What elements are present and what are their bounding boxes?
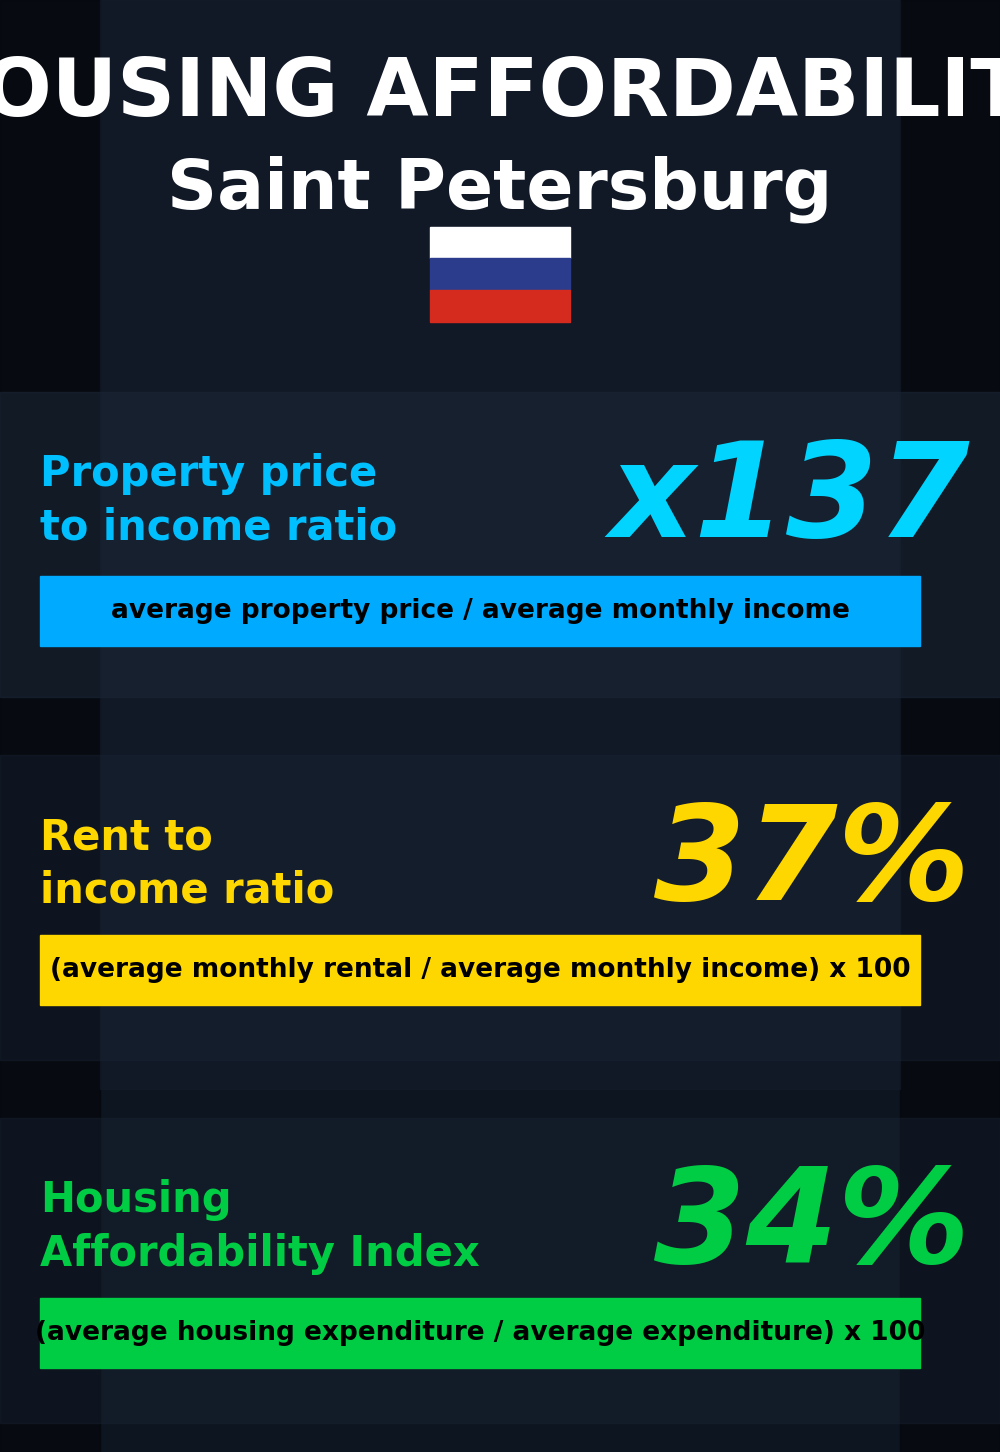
Bar <box>40 1298 920 1368</box>
Text: (average monthly rental / average monthly income) x 100: (average monthly rental / average monthl… <box>50 957 910 983</box>
Text: Saint Petersburg: Saint Petersburg <box>167 155 833 222</box>
Bar <box>0 755 1000 1060</box>
Text: (average housing expenditure / average expenditure) x 100: (average housing expenditure / average e… <box>35 1320 925 1346</box>
Bar <box>40 576 920 646</box>
Text: x137: x137 <box>609 437 970 565</box>
Text: average property price / average monthly income: average property price / average monthly… <box>111 598 849 624</box>
Text: HOUSING AFFORDABILITY: HOUSING AFFORDABILITY <box>0 55 1000 134</box>
Text: Property price
to income ratio: Property price to income ratio <box>40 453 397 549</box>
Text: 37%: 37% <box>654 800 970 928</box>
Bar <box>100 0 900 1089</box>
Bar <box>0 392 1000 697</box>
Text: 34%: 34% <box>654 1163 970 1291</box>
Text: Rent to
income ratio: Rent to income ratio <box>40 816 334 912</box>
Bar <box>430 290 570 322</box>
Bar <box>900 0 1000 1452</box>
Text: Housing
Affordability Index: Housing Affordability Index <box>40 1179 480 1275</box>
Bar <box>430 227 570 258</box>
Bar <box>0 0 100 1452</box>
Bar <box>0 1118 1000 1423</box>
Bar <box>40 935 920 1005</box>
Bar <box>430 258 570 290</box>
